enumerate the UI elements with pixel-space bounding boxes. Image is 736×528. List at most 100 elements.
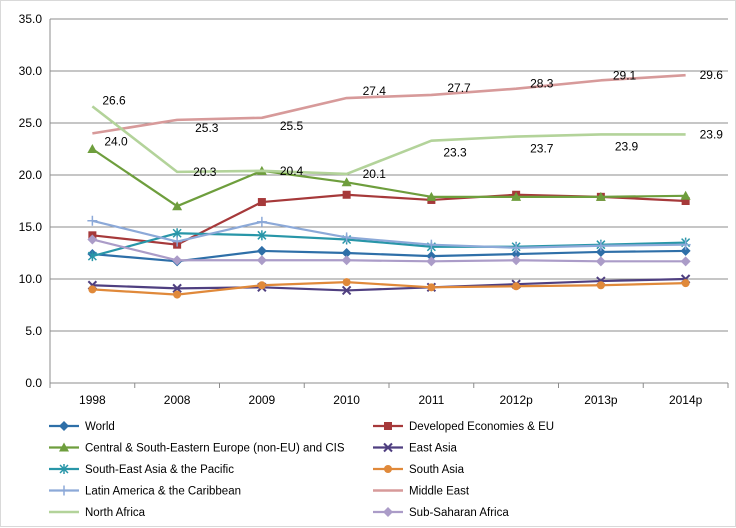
data-labels: 24.0 25.3 25.5 27.4 27.7 28.3 29.1 29.6 26.6 20.3…: [102, 68, 723, 181]
data-label: 29.6: [700, 68, 724, 82]
data-point: [681, 197, 690, 205]
data-point: [256, 216, 267, 227]
data-label: 20.3: [193, 165, 217, 179]
data-point: [384, 422, 392, 430]
legend-item: Central & South-Eastern Europe (non-EU) …: [49, 442, 345, 455]
data-point: [172, 236, 183, 247]
data-point: [257, 230, 267, 241]
data-point: [596, 281, 605, 290]
x-tick-label: 2011: [418, 393, 444, 407]
data-point: [172, 255, 183, 266]
y-tick-label: 30.0: [19, 64, 43, 78]
legend-item: Latin America & the Caribbean: [49, 485, 241, 498]
series-east-asia: [87, 274, 691, 296]
series-line: [91, 105, 686, 176]
data-label: 29.1: [613, 68, 637, 82]
data-point: [256, 245, 267, 256]
data-point: [427, 283, 436, 292]
data-point: [173, 290, 182, 299]
data-label: 20.4: [280, 164, 304, 178]
legend-label: Middle East: [409, 486, 470, 498]
data-point: [426, 251, 437, 262]
data-point: [172, 283, 182, 294]
data-point: [426, 239, 437, 250]
x-tick-label: 2012p: [499, 393, 533, 407]
series-south-asia: [88, 278, 690, 299]
y-tick-label: 35.0: [19, 12, 43, 26]
legend-item: North Africa: [49, 507, 146, 519]
data-point: [426, 191, 437, 201]
data-point: [384, 465, 392, 473]
data-point: [342, 278, 351, 287]
data-label: 26.6: [102, 93, 126, 107]
data-point: [511, 191, 522, 201]
legend-label: Developed Economies & EU: [409, 421, 554, 433]
legend-label: Latin America & the Caribbean: [85, 486, 241, 498]
axes: 0.0 5.0 10.0 15.0 20.0 25.0 30.0 35.0 1998 2008 20…: [19, 12, 729, 407]
data-label: 25.3: [195, 121, 219, 135]
data-label: 28.3: [530, 77, 554, 91]
x-tick-label: 2014p: [669, 393, 703, 407]
legend-item: Sub-Saharan Africa: [373, 507, 509, 519]
data-point: [87, 251, 97, 262]
data-label: 20.1: [363, 167, 387, 181]
data-point: [680, 245, 691, 256]
legend-label: East Asia: [409, 443, 458, 455]
data-point: [87, 234, 98, 245]
data-label: 27.4: [363, 84, 387, 98]
data-point: [341, 285, 352, 296]
legend-item: South Asia: [373, 464, 465, 476]
data-point: [59, 442, 69, 452]
y-tick-label: 0.0: [25, 376, 42, 390]
data-point: [87, 215, 98, 226]
series-line: [92, 219, 686, 249]
data-point: [426, 256, 437, 267]
data-point: [595, 256, 606, 267]
data-point: [383, 507, 393, 517]
series-lines: [87, 73, 691, 299]
x-tick-label: 2009: [249, 393, 276, 407]
series-middle-east: [92, 73, 686, 135]
series-line: [92, 73, 686, 135]
data-point: [511, 242, 522, 253]
data-label: 23.7: [530, 142, 554, 156]
legend-label: World: [85, 421, 115, 433]
data-point: [383, 442, 393, 453]
legend-item: South-East Asia & the Pacific: [49, 464, 234, 476]
legend: World Developed Economies & EU Central & S…: [49, 421, 554, 519]
data-point: [595, 191, 606, 201]
x-tick-label: 1998: [79, 393, 106, 407]
data-point: [257, 198, 266, 207]
series-line: [91, 148, 686, 208]
data-point: [256, 255, 267, 266]
data-point: [341, 177, 352, 187]
data-point: [680, 256, 691, 267]
data-label: 23.3: [443, 146, 467, 160]
data-point: [59, 421, 69, 431]
data-point: [88, 285, 97, 294]
data-point: [680, 239, 691, 250]
y-tick-label: 25.0: [19, 116, 43, 130]
data-point: [172, 201, 183, 211]
data-label: 27.7: [447, 81, 471, 95]
data-point: [342, 190, 351, 199]
data-point: [512, 282, 521, 291]
data-point: [341, 255, 352, 266]
x-tick-label: 2010: [333, 393, 360, 407]
data-label: 23.9: [615, 139, 639, 153]
legend-item: Middle East: [373, 486, 470, 498]
data-point: [680, 190, 691, 200]
series-sub-saharan-africa: [87, 234, 691, 267]
data-point: [595, 246, 606, 257]
x-tick-label: 2013p: [584, 393, 618, 407]
series-central-south-eastern-europe-non-eu-and-cis: [87, 144, 691, 211]
y-tick-label: 5.0: [25, 324, 42, 338]
data-point: [511, 249, 522, 260]
series-line: [92, 281, 686, 296]
series-line: [92, 277, 686, 292]
legend-label: Sub-Saharan Africa: [409, 507, 509, 519]
y-tick-label: 10.0: [19, 272, 43, 286]
series-latin-america-the-caribbean: [87, 215, 691, 253]
data-point: [341, 232, 352, 243]
